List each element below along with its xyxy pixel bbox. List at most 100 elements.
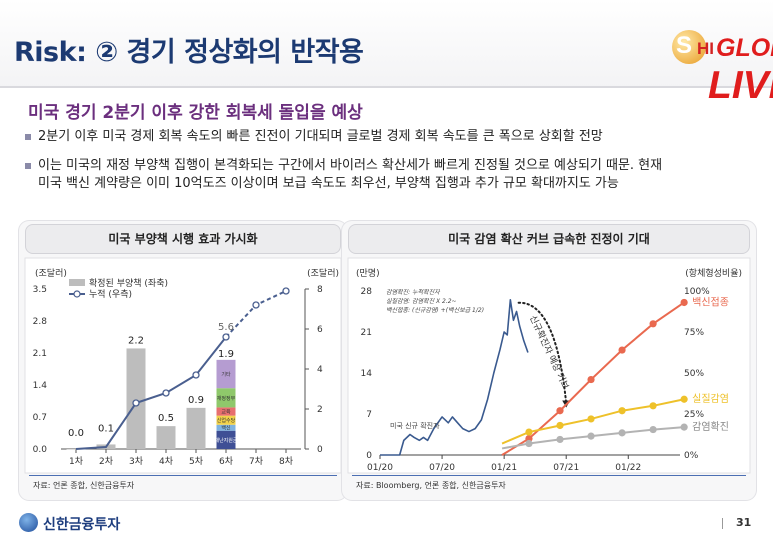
infection-chart-source: 자료: Bloomberg, 언론 종합, 신한금융투자 — [356, 481, 506, 490]
cumulative-point — [162, 389, 170, 397]
right-axis-unit: (항체형성비율) — [685, 268, 742, 279]
stack-segment-교육 — [216, 407, 236, 416]
source-divider — [352, 475, 746, 476]
left-axis-unit: (만명) — [356, 268, 380, 279]
legend-line-marker — [73, 290, 81, 298]
series-point-백신접종 — [618, 346, 626, 354]
series-point-감염확진 — [618, 429, 626, 437]
bar-data-label: 2.2 — [128, 335, 144, 346]
cumulative-point — [252, 301, 260, 309]
source-divider — [29, 475, 337, 476]
bar-1차 — [66, 449, 86, 450]
title-band — [0, 0, 773, 88]
legend-bar-label: 확정된 부양책 (좌축) — [89, 277, 168, 289]
left-tick-label: 1.4 — [33, 381, 48, 391]
legend-note-line: 백신접종: (신규감염) +(백신보급 1/2) — [386, 307, 484, 314]
infection-chart-title: 미국 감염 확산 커브 급속한 진정이 기대 — [348, 224, 750, 254]
bar-data-label: 0.9 — [188, 395, 204, 406]
left-tick-label: 0 — [366, 451, 372, 461]
x-tick-label: 4차 — [159, 455, 174, 467]
stimulus-chart: (조달러) (조달러) 3.5 2.8 2.1 1.4 0.7 0.0 8 6 4 2 0 1차 2차 3차 4… — [24, 257, 342, 474]
bullet-text-1: 2분기 이후 미국 경제 회복 속도의 빠른 진전이 기대되며 글로벌 경제 회… — [38, 129, 603, 144]
x-tick-label: 01/22 — [615, 463, 641, 473]
bullet-square-icon — [25, 163, 31, 169]
logo-word-live: LIVE — [708, 64, 773, 105]
left-tick-label: 2.1 — [33, 349, 47, 359]
x-tick-label: 5차 — [189, 455, 204, 467]
series-point-백신접종 — [680, 298, 688, 307]
bar-3차 — [126, 348, 146, 449]
logo-letters-hi: HI — [697, 39, 714, 58]
left-tick-label: 28 — [361, 287, 373, 297]
stimulus-chart-source: 자료: 언론 종합, 신한금융투자 — [33, 481, 135, 490]
new-cases-label: 미국 신규 확진자 — [390, 421, 440, 430]
legend-note-line: 실질감염: 감염확진 X 2.2~ — [386, 298, 457, 305]
stack-segment-재난지원금 — [216, 430, 236, 449]
series-point-감염확진 — [556, 435, 564, 444]
cumulative-data-label: 5.6 — [218, 322, 234, 333]
title-divider — [0, 86, 773, 88]
stimulus-chart-title: 미국 부양책 시행 효과 가시화 — [25, 224, 341, 254]
series-point-실질감염 — [556, 421, 564, 430]
series-end-label: 실질감염 — [692, 393, 729, 405]
stimulus-chart-panel: 미국 부양책 시행 효과 가시화 (조달러) (조달러) 3.5 2.8 2.1 1.4 0… — [19, 221, 347, 500]
series-point-실질감염 — [525, 428, 533, 436]
bar-data-label: 0.1 — [98, 423, 114, 434]
bar-4차 — [156, 426, 176, 449]
bar-5차 — [186, 407, 206, 449]
right-tick-label: 0% — [684, 451, 699, 461]
legend-bar-swatch — [69, 279, 85, 286]
left-tick-label: 7 — [366, 410, 372, 420]
x-tick-label: 3차 — [129, 455, 144, 467]
series-point-백신접종 — [556, 407, 564, 415]
bullet-text-3: 미국 백신 계약량은 이미 10억도즈 이상이며 보급 속도도 최우선, 부양책… — [38, 176, 619, 191]
left-axis-unit: (조달러) — [35, 267, 67, 279]
bar-data-label: 0.0 — [68, 428, 84, 439]
right-tick-label: 2 — [317, 405, 323, 415]
footer-separator — [722, 518, 723, 529]
right-axis-unit: (조달러) — [307, 267, 339, 279]
stack-segment-기타 — [216, 359, 236, 389]
series-point-감염확진 — [587, 432, 595, 440]
series-point-백신접종 — [587, 375, 595, 384]
right-tick-label: 8 — [317, 285, 323, 295]
series-end-label: 백신접종 — [692, 296, 729, 308]
infection-chart: (만명) (항체형성비율) 28 21 14 7 0 100% 75% 50% 25% 0% 01/20… — [347, 257, 751, 474]
cumulative-point — [222, 333, 230, 341]
series-point-감염확진 — [525, 439, 533, 448]
bar-data-label: 1.9 — [218, 349, 234, 360]
series-point-백신접종 — [649, 320, 657, 328]
right-tick-label: 0 — [317, 445, 323, 455]
left-tick-label: 0.7 — [33, 413, 47, 423]
stack-segment-label: 교육 — [221, 410, 231, 416]
stack-segment-label: 기타 — [221, 371, 231, 378]
right-tick-label: 25% — [684, 410, 704, 420]
footer-brand: 신한금융투자 — [43, 517, 121, 533]
right-tick-label: 75% — [684, 328, 704, 338]
right-tick-label: 6 — [317, 325, 323, 335]
x-tick-label: 6차 — [219, 455, 234, 467]
series-point-감염확진 — [680, 423, 688, 431]
infection-chart-panel: 미국 감염 확산 커브 급속한 진정이 기대 (만명) (항체형성비율) 28 21 1… — [342, 221, 756, 500]
shinhan-global-live-logo: S HI GLOB LIVE — [668, 20, 773, 105]
left-tick-label: 21 — [361, 328, 372, 338]
x-tick-label: 01/20 — [367, 463, 393, 473]
right-tick-label: 100% — [684, 287, 710, 297]
cumulative-point — [132, 399, 140, 407]
left-tick-label: 0.0 — [33, 445, 48, 455]
x-tick-label: 01/21 — [491, 463, 517, 473]
logo-circle-icon — [672, 30, 706, 64]
series-point-실질감염 — [680, 395, 688, 403]
bullet-square-icon — [25, 134, 31, 140]
x-tick-label: 07/21 — [553, 463, 579, 473]
legend-line-label: 누적 (우측) — [89, 288, 132, 300]
stack-segment-label: 백신 — [221, 425, 231, 432]
headline: 미국 경기 2분기 이후 강한 회복세 돌입을 예상 — [28, 103, 363, 123]
x-tick-label: 1차 — [69, 455, 84, 467]
logo-word-global: GLOB — [716, 34, 773, 62]
x-tick-label: 07/20 — [429, 463, 455, 473]
new-cases-line — [380, 298, 529, 456]
series-point-실질감염 — [587, 415, 595, 423]
x-tick-label: 8차 — [279, 455, 294, 467]
cumulative-line — [75, 336, 227, 450]
